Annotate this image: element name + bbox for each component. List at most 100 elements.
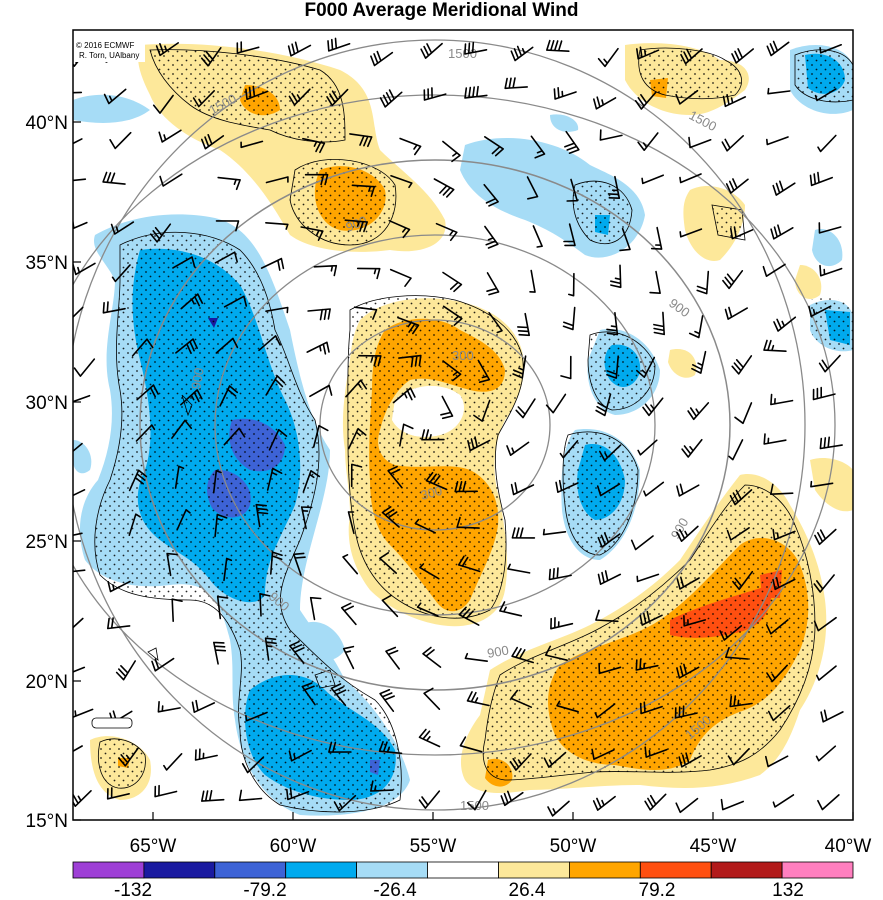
wind-barb bbox=[726, 527, 750, 541]
wind-barb bbox=[73, 394, 91, 403]
wind-barb bbox=[176, 509, 191, 531]
wind-barb bbox=[398, 354, 422, 368]
colorbar-swatch bbox=[143, 861, 216, 879]
wind-barb bbox=[532, 225, 543, 248]
wind-barb bbox=[814, 528, 837, 546]
wind-barb bbox=[201, 134, 225, 150]
wind-barb bbox=[102, 301, 126, 314]
wind-barb bbox=[268, 429, 288, 451]
wind-barb bbox=[73, 790, 92, 807]
map-title: F000 Average Meridional Wind bbox=[304, 0, 579, 21]
longitude-labels: 65°W 60°W 55°W 50°W 45°W 40°W bbox=[130, 836, 872, 857]
wind-barb bbox=[464, 41, 488, 55]
wind-barb bbox=[731, 48, 754, 64]
wind-barb bbox=[258, 335, 281, 352]
wind-barb bbox=[73, 178, 87, 182]
wind-barb bbox=[118, 747, 139, 767]
latitude-labels: 40°N 35°N 30°N 25°N 20°N 15°N bbox=[26, 113, 68, 832]
wind-barb bbox=[595, 393, 612, 417]
wind-barb bbox=[457, 555, 481, 573]
wind-barb bbox=[387, 465, 403, 489]
wind-barb bbox=[606, 355, 619, 379]
wind-barb bbox=[773, 316, 797, 332]
wind-barb bbox=[770, 224, 794, 240]
wind-barb bbox=[351, 184, 376, 197]
wind-barb bbox=[344, 219, 368, 233]
wind-barb bbox=[370, 780, 394, 792]
wind-barb bbox=[215, 220, 240, 232]
wind-barb bbox=[433, 178, 455, 198]
wind-barb bbox=[734, 402, 753, 425]
colorbar-swatch bbox=[356, 861, 428, 879]
wind-barb bbox=[676, 576, 700, 590]
wind-barb bbox=[419, 563, 440, 580]
wind-barb bbox=[606, 312, 619, 336]
wind-barb bbox=[259, 593, 271, 617]
wind-barb bbox=[592, 795, 616, 811]
wind-barb bbox=[223, 557, 233, 582]
plot-area: 1500 1500 1500 1500 1500 900 900 900 900… bbox=[73, 30, 853, 820]
wind-barb bbox=[385, 646, 400, 670]
wind-barb bbox=[819, 436, 843, 450]
wind-barb bbox=[286, 787, 310, 801]
wind-barb bbox=[772, 794, 795, 808]
colorbar-swatch bbox=[781, 861, 854, 879]
wind-barb bbox=[724, 306, 748, 320]
wind-barb bbox=[488, 312, 503, 334]
wind-barb bbox=[302, 470, 321, 493]
wind-barb bbox=[770, 483, 794, 495]
wind-barb bbox=[236, 41, 260, 54]
credit-line-2: R. Torn, UAlbany bbox=[79, 51, 139, 60]
contour-label: 900 bbox=[188, 367, 207, 391]
wind-barb bbox=[442, 140, 461, 163]
wind-barb bbox=[109, 131, 132, 150]
wind-barb bbox=[393, 387, 416, 404]
colorbar-label: 79.2 bbox=[639, 880, 676, 900]
wind-barb bbox=[172, 256, 196, 269]
wind-barb bbox=[456, 516, 480, 529]
wind-barb bbox=[330, 683, 347, 707]
wind-barb bbox=[466, 789, 487, 811]
wind-barb bbox=[442, 360, 462, 382]
wind-barb bbox=[510, 482, 535, 496]
wind-barb bbox=[265, 375, 286, 396]
wind-barb bbox=[131, 338, 154, 357]
wind-barb bbox=[556, 700, 579, 713]
wind-barb bbox=[772, 528, 796, 541]
wind-barb bbox=[389, 268, 412, 287]
wind-barb bbox=[770, 393, 794, 406]
wind-barb bbox=[688, 315, 704, 339]
wind-barb bbox=[73, 91, 83, 94]
wind-barb bbox=[103, 88, 127, 105]
wind-barb bbox=[727, 748, 750, 766]
wind-barb bbox=[73, 532, 83, 537]
wind-barb bbox=[217, 176, 241, 191]
wind-barb bbox=[696, 270, 710, 295]
wind-barb bbox=[313, 264, 338, 277]
wind-barb bbox=[563, 223, 576, 247]
wind-barb bbox=[729, 695, 753, 708]
wind-barb bbox=[547, 800, 570, 817]
wind-barb bbox=[725, 178, 749, 194]
wind-barb bbox=[73, 666, 86, 673]
wind-barb bbox=[553, 87, 577, 100]
wind-barb bbox=[265, 222, 289, 230]
wind-barb bbox=[223, 295, 248, 308]
wind-barb bbox=[560, 355, 572, 380]
wind-barb bbox=[152, 94, 174, 114]
wind-barb bbox=[607, 175, 621, 199]
wind-barb bbox=[326, 88, 349, 107]
wind-barb bbox=[151, 657, 175, 672]
wind-barb bbox=[636, 46, 660, 60]
wind-barb bbox=[302, 137, 326, 154]
wind-barb bbox=[630, 535, 654, 551]
wind-barb bbox=[636, 356, 656, 378]
wind-barb bbox=[564, 130, 580, 154]
colorbar bbox=[72, 861, 854, 879]
credit-line-1: © 2016 ECMWF bbox=[76, 41, 134, 50]
colorbar-label: 132 bbox=[772, 880, 804, 900]
significance-contours bbox=[94, 47, 853, 813]
wind-barb bbox=[643, 481, 665, 497]
wind-barb bbox=[762, 263, 786, 277]
wind-barb bbox=[766, 664, 788, 683]
